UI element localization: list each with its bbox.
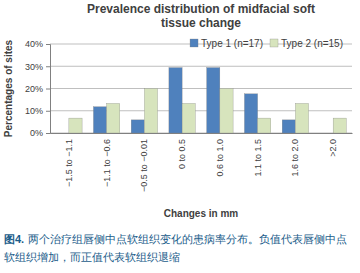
x-tick: 0 to 0.5 [177, 139, 187, 169]
bar [93, 107, 106, 133]
bar [131, 120, 144, 133]
bar [69, 118, 82, 133]
y-axis-line [46, 45, 51, 134]
x-axis-title: Changes in mm [164, 208, 239, 219]
y-tick-mark [46, 44, 50, 45]
y-tick-mark [46, 66, 50, 67]
bar [244, 94, 257, 133]
bar [207, 68, 220, 133]
x-tick-label: 0 to 0.5 [177, 139, 187, 169]
y-tick-label: 40% [25, 39, 43, 49]
bar [107, 103, 120, 133]
y-tick-mark [46, 133, 50, 134]
bar [169, 68, 182, 133]
y-tick: 0% [30, 128, 50, 138]
bar [144, 89, 157, 134]
bar [220, 89, 233, 134]
x-tick-label: −1.1 to −0.6 [102, 139, 112, 187]
bar [320, 133, 333, 134]
legend-label: Type 2 (n=15) [281, 38, 343, 49]
legend: Type 1 (n=17) Type 2 (n=15) [190, 38, 343, 49]
y-axis-title: Percentages of sites [3, 39, 14, 137]
bar [333, 118, 346, 133]
bar [182, 103, 195, 133]
bars [69, 68, 346, 133]
bar [258, 118, 271, 133]
title-line: tissue change [161, 16, 241, 30]
x-tick: −0.5 to −0.01 [139, 139, 149, 192]
chart-title: Prevalence distribution of midfacial sof… [87, 2, 315, 30]
x-tick-label: 1.1 to 1.5 [253, 139, 263, 177]
y-tick: 40% [25, 39, 50, 49]
title-line: Prevalence distribution of midfacial sof… [87, 2, 315, 16]
y-tick: 10% [25, 106, 50, 116]
grid [50, 44, 352, 133]
bar [295, 103, 308, 133]
y-tick-label: 30% [25, 62, 43, 72]
x-tick-label: 0.6 to 1.0 [215, 139, 225, 177]
bar [56, 133, 69, 134]
x-tick-label: −1.5 to −1.1 [64, 139, 74, 187]
bar [282, 120, 295, 133]
y-tick-label: 20% [25, 84, 43, 94]
x-axis: −1.5 to −1.1 −1.1 to −0.6 −0.5 to −0.01 0 t… [51, 134, 353, 193]
x-tick-label: 1.6 to 2.0 [290, 139, 300, 177]
grid-line [50, 88, 352, 89]
legend-swatch [190, 39, 198, 47]
legend-label: Type 1 (n=17) [201, 38, 263, 49]
caption-line: 软组织增加，而正值代表软组织退缩 [4, 251, 180, 263]
x-tick: 0.6 to 1.0 [215, 139, 225, 177]
caption-label: 图4. [4, 233, 24, 245]
chart-container: Prevalence distribution of midfacial sof… [0, 0, 360, 273]
grid-line [50, 66, 352, 67]
x-tick: >2.0 [328, 139, 338, 157]
y-tick-mark [46, 111, 50, 112]
caption: 两个治疗组唇侧中点软组织变化的患病率分布。负值代表唇侧中点软组织增加，而正值代表… [4, 233, 347, 263]
x-tick-label: −0.5 to −0.01 [139, 139, 149, 192]
y-axis: 0% 10% 20% 30% 40% [25, 39, 51, 138]
y-tick: 30% [25, 62, 50, 72]
x-tick-label: >2.0 [328, 139, 338, 157]
x-tick: 1.1 to 1.5 [253, 139, 263, 177]
y-tick-label: 0% [30, 128, 43, 138]
legend-swatch [270, 39, 278, 47]
chart-svg: Prevalence distribution of midfacial sof… [0, 0, 360, 273]
x-tick: −1.1 to −0.6 [102, 139, 112, 187]
x-axis-line [51, 133, 353, 134]
y-tick-label: 10% [25, 106, 43, 116]
x-tick: 1.6 to 2.0 [290, 139, 300, 177]
y-tick: 20% [25, 84, 50, 94]
x-tick: −1.5 to −1.1 [64, 139, 74, 187]
caption-line: 两个治疗组唇侧中点软组织变化的患病率分布。负值代表唇侧中点 [28, 233, 347, 245]
y-tick-mark [46, 89, 50, 90]
